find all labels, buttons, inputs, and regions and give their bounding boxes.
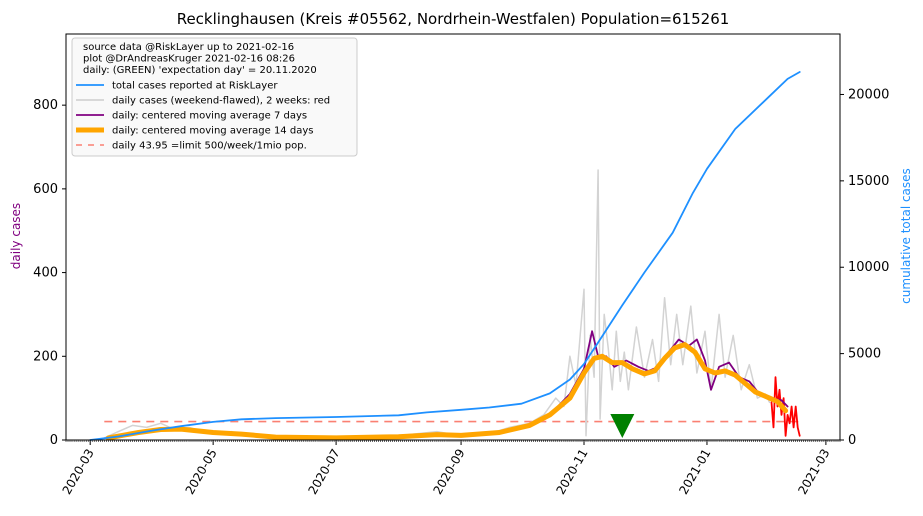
legend-label: daily 43.95 =limit 500/week/1mio pop. [112, 141, 307, 152]
legend-header-line: source data @RiskLayer up to 2021-02-16 [83, 42, 294, 53]
legend-label: daily cases (weekend-flawed), 2 weeks: r… [112, 96, 330, 107]
left-tick-label: 0 [50, 433, 58, 448]
right-axis-label: cumulative total cases [899, 168, 913, 304]
chart-title: Recklinghausen (Kreis #05562, Nordrhein-… [177, 10, 730, 28]
legend-label: total cases reported at RiskLayer [112, 81, 278, 92]
right-tick-label: 10000 [848, 260, 889, 275]
legend-label: daily: centered moving average 14 days [112, 126, 313, 137]
legend-header-line: plot @DrAndreasKruger 2021-02-16 08:26 [83, 54, 295, 65]
left-tick-label: 800 [33, 98, 58, 113]
x-tick-label: 2020-03 [60, 447, 97, 497]
x-tick-label: 2021-01 [676, 447, 713, 497]
left-tick-label: 600 [33, 182, 58, 197]
legend-header-line: daily: (GREEN) 'expectation day' = 20.11… [83, 65, 317, 76]
right-tick-label: 0 [848, 433, 856, 448]
x-tick-label: 2020-05 [183, 447, 220, 497]
plot-area: 0 200 400 600 800 0 5000 10000 15000 20000 2020-03… [33, 33, 889, 497]
left-tick-label: 200 [33, 349, 58, 364]
x-tick-label: 2020-07 [305, 447, 342, 497]
series-daily-last-2-weeks [770, 376, 801, 437]
right-tick-label: 15000 [848, 174, 889, 189]
axes-frame [65, 33, 841, 441]
left-axis-label: daily cases [9, 203, 23, 269]
right-tick-label: 20000 [848, 87, 889, 102]
x-minor-ticks [65, 440, 841, 442]
x-tick-label: 2021-03 [795, 447, 832, 497]
legend-label: daily: centered moving average 7 days [112, 111, 307, 122]
series-total-cases [89, 71, 801, 441]
left-tick-label: 400 [33, 266, 58, 281]
series-ma14 [105, 342, 789, 441]
expectation-day-marker [610, 414, 635, 438]
series-daily-cases [103, 169, 771, 439]
x-tick-label: 2020-11 [553, 447, 590, 497]
x-tick-label: 2020-09 [430, 447, 467, 497]
legend-box [71, 37, 358, 157]
right-tick-label: 5000 [848, 347, 881, 362]
